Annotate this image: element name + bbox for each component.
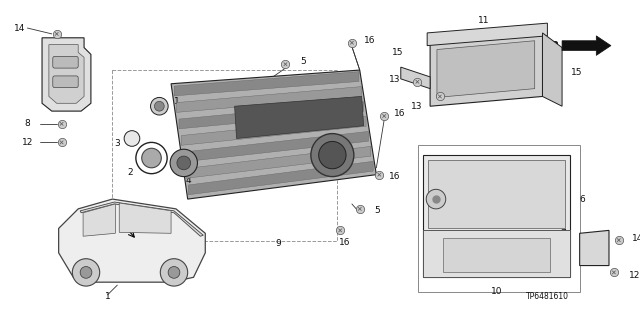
- Polygon shape: [235, 96, 364, 138]
- Circle shape: [177, 156, 191, 170]
- Text: 7: 7: [560, 229, 566, 238]
- Text: 4: 4: [186, 176, 191, 185]
- Polygon shape: [443, 238, 550, 272]
- Circle shape: [426, 189, 445, 209]
- FancyBboxPatch shape: [52, 56, 78, 68]
- Text: 10: 10: [491, 287, 502, 296]
- Text: 11: 11: [478, 16, 490, 25]
- Circle shape: [154, 101, 164, 111]
- Polygon shape: [119, 203, 171, 233]
- Text: 16: 16: [394, 108, 406, 118]
- Polygon shape: [83, 204, 115, 236]
- Text: 14: 14: [14, 24, 25, 33]
- Polygon shape: [427, 23, 547, 46]
- Polygon shape: [430, 33, 543, 106]
- Polygon shape: [401, 67, 430, 89]
- Polygon shape: [174, 72, 359, 96]
- Text: 5: 5: [300, 57, 306, 66]
- Text: 15: 15: [392, 48, 404, 57]
- Circle shape: [124, 131, 140, 146]
- Polygon shape: [42, 38, 91, 111]
- Circle shape: [160, 259, 188, 286]
- Circle shape: [311, 134, 354, 177]
- Polygon shape: [188, 161, 373, 195]
- Polygon shape: [562, 36, 611, 56]
- Text: FR.: FR.: [545, 41, 564, 51]
- Polygon shape: [580, 230, 609, 265]
- Circle shape: [72, 259, 100, 286]
- Polygon shape: [543, 33, 562, 106]
- Text: 1: 1: [174, 97, 180, 106]
- Text: 8: 8: [24, 119, 30, 128]
- Polygon shape: [171, 70, 376, 199]
- Polygon shape: [181, 116, 366, 145]
- Text: 13: 13: [411, 102, 422, 111]
- Polygon shape: [423, 230, 570, 277]
- Text: 14: 14: [632, 234, 640, 243]
- Text: 12: 12: [22, 138, 33, 147]
- Circle shape: [170, 149, 198, 177]
- Polygon shape: [437, 41, 534, 97]
- Circle shape: [141, 148, 161, 168]
- Text: 16: 16: [364, 36, 375, 45]
- Text: 2: 2: [127, 168, 133, 177]
- Text: 6: 6: [580, 195, 586, 204]
- Circle shape: [319, 141, 346, 169]
- Polygon shape: [80, 202, 204, 236]
- Text: 12: 12: [628, 271, 640, 280]
- Bar: [113, 70, 337, 241]
- Polygon shape: [428, 160, 565, 228]
- Text: 3: 3: [115, 139, 120, 148]
- Text: 9: 9: [276, 239, 282, 248]
- Text: TP6481610: TP6481610: [526, 292, 569, 301]
- Text: 16: 16: [389, 172, 401, 181]
- Polygon shape: [59, 199, 205, 282]
- Text: 5: 5: [374, 206, 380, 215]
- Text: 13: 13: [389, 75, 401, 84]
- Polygon shape: [177, 86, 362, 112]
- Bar: [419, 145, 580, 292]
- Polygon shape: [423, 155, 570, 277]
- Polygon shape: [186, 146, 371, 178]
- Text: 16: 16: [339, 238, 351, 247]
- Text: 1: 1: [105, 292, 111, 301]
- Circle shape: [168, 267, 180, 278]
- FancyBboxPatch shape: [52, 76, 78, 88]
- Polygon shape: [184, 131, 369, 162]
- Polygon shape: [179, 101, 364, 129]
- Text: 15: 15: [571, 68, 582, 77]
- Circle shape: [150, 97, 168, 115]
- Circle shape: [80, 267, 92, 278]
- Polygon shape: [49, 45, 84, 103]
